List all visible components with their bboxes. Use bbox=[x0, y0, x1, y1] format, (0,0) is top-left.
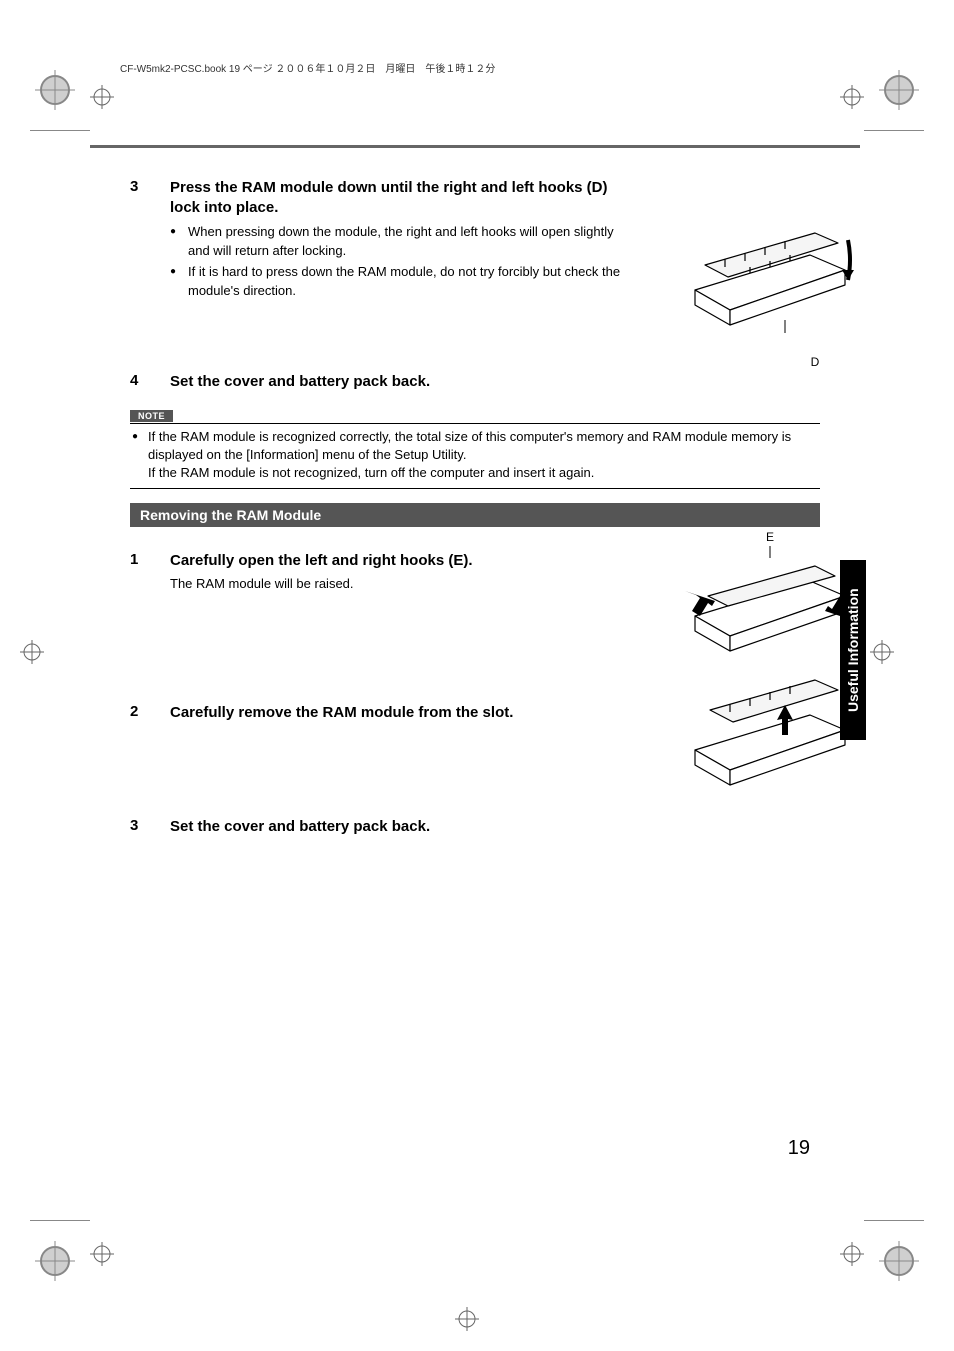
cross-bc bbox=[455, 1307, 479, 1331]
reg-mark-bl bbox=[35, 1241, 75, 1281]
bullet-item: If it is hard to press down the RAM modu… bbox=[170, 263, 625, 301]
note-box: NOTE If the RAM module is recognized cor… bbox=[130, 406, 820, 490]
cross-ml bbox=[20, 640, 44, 664]
step-title: Set the cover and battery pack back. bbox=[170, 372, 820, 392]
illustration-d: D bbox=[690, 205, 860, 369]
cross-mr bbox=[870, 640, 894, 664]
reg-mark-br bbox=[879, 1241, 919, 1281]
label-e: E bbox=[680, 530, 860, 544]
note-line: If the RAM module is recognized correctl… bbox=[148, 429, 791, 462]
step-title: Set the cover and battery pack back. bbox=[170, 817, 820, 837]
trim-line-bot-r bbox=[864, 1220, 924, 1221]
trim-line-top-r bbox=[864, 130, 924, 131]
step-bullets: When pressing down the module, the right… bbox=[170, 223, 625, 300]
note-content: If the RAM module is recognized correctl… bbox=[130, 424, 820, 483]
top-rule bbox=[90, 145, 860, 148]
step-a4: 4 Set the cover and battery pack back. bbox=[130, 372, 820, 396]
step-number: 4 bbox=[130, 372, 170, 396]
side-tab: Useful Information bbox=[840, 560, 866, 740]
step-number: 1 bbox=[130, 551, 170, 593]
note-line: If the RAM module is not recognized, tur… bbox=[148, 465, 594, 480]
page-content: CF-W5mk2-PCSC.book 19 ページ ２００６年１０月２日 月曜日… bbox=[80, 60, 870, 1290]
note-label: NOTE bbox=[130, 410, 173, 422]
illustration-remove bbox=[690, 665, 860, 805]
reg-mark-tl bbox=[35, 70, 75, 110]
page-number: 19 bbox=[788, 1137, 810, 1160]
bullet-item: When pressing down the module, the right… bbox=[170, 223, 625, 261]
step-number: 2 bbox=[130, 703, 170, 727]
label-d: D bbox=[770, 355, 860, 369]
header-text: CF-W5mk2-PCSC.book 19 ページ ２００６年１０月２日 月曜日… bbox=[120, 60, 870, 75]
step-title: Press the RAM module down until the righ… bbox=[170, 178, 625, 217]
section-bar: Removing the RAM Module bbox=[130, 503, 820, 527]
reg-mark-tr bbox=[879, 70, 919, 110]
step-b3: 3 Set the cover and battery pack back. bbox=[130, 817, 820, 841]
step-number: 3 bbox=[130, 817, 170, 841]
illustration-e: E bbox=[680, 530, 860, 666]
step-number: 3 bbox=[130, 178, 170, 302]
